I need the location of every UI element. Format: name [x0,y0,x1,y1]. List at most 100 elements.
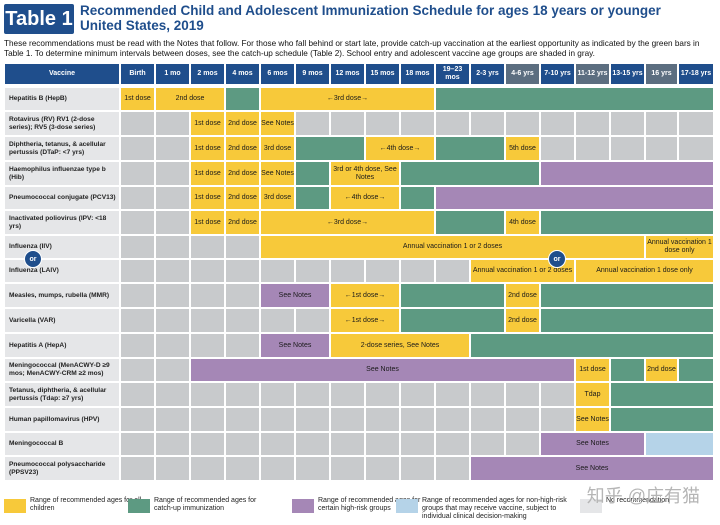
schedule-bar [540,161,714,186]
watermark: 知乎 @庄有猫 [586,486,700,506]
empty-cell [330,407,365,432]
empty-cell [610,111,645,136]
column-header: 7-10 yrs [540,63,575,85]
schedule-bar [435,186,714,210]
table-badge: Table 1 [4,4,74,34]
schedule-bar [295,136,365,161]
vaccine-name: Varicella (VAR) [4,308,120,333]
schedule-bar [400,308,505,333]
empty-cell [120,136,155,161]
empty-cell [295,382,330,407]
empty-cell [365,456,400,481]
schedule-bar: 1st dose [120,87,155,111]
schedule-bar: Tdap [575,382,610,407]
schedule-bar: 3rd or 4th dose, See Notes [330,161,400,186]
empty-cell [400,382,435,407]
empty-cell [610,136,645,161]
empty-cell [330,432,365,456]
column-header: 9 mos [295,63,330,85]
legend-swatch [4,499,26,513]
column-header: 4-6 yrs [505,63,540,85]
empty-cell [295,432,330,456]
vaccine-name: Pneumococcal conjugate (PCV13) [4,186,120,210]
empty-cell [225,456,260,481]
schedule-bar: 4th dose [505,210,540,235]
empty-cell [190,333,225,358]
empty-cell [678,111,714,136]
vaccine-name: Hepatitis A (HepA) [4,333,120,358]
empty-cell [365,407,400,432]
empty-cell [155,283,190,308]
column-header: 4 mos [225,63,260,85]
or-marker: or [548,250,566,268]
column-header: Birth [120,63,155,85]
empty-cell [678,136,714,161]
schedule-bar: Annual vaccination 1 dose only [645,235,714,259]
empty-cell [260,308,295,333]
vaccine-name: Tetanus, diphtheria, & acellular pertuss… [4,382,120,407]
empty-cell [190,382,225,407]
schedule-bar [645,432,714,456]
schedule-bar: 2nd dose [645,358,678,382]
page-title: Recommended Child and Adolescent Immuniz… [80,3,661,33]
legend-text: No recommendation [606,497,670,504]
empty-cell [120,333,155,358]
empty-cell [260,259,295,283]
empty-cell [225,235,260,259]
schedule-bar: 3rd dose [260,136,295,161]
vaccine-name: Meningococcal (MenACWY-D ≥9 mos; MenACWY… [4,358,120,382]
schedule-bar: 2nd dose [225,161,260,186]
empty-cell [400,456,435,481]
schedule-bar: 1st dose [190,210,225,235]
column-header: 11-12 yrs [575,63,610,85]
schedule-bar: 3rd dose [260,186,295,210]
schedule-bar [610,407,714,432]
schedule-bar: 2nd dose [225,111,260,136]
schedule-bar [435,136,505,161]
vaccine-name: Influenza (IIV) [4,235,120,259]
empty-cell [540,407,575,432]
empty-cell [365,382,400,407]
vaccine-name: Meningococcal B [4,432,120,456]
schedule-bar: 2nd dose [225,186,260,210]
column-header: 2 mos [190,63,225,85]
schedule-bar [540,210,714,235]
empty-cell [190,283,225,308]
legend-swatch [128,499,150,513]
empty-cell [155,333,190,358]
empty-cell [435,432,470,456]
empty-cell [365,432,400,456]
empty-cell [260,432,295,456]
empty-cell [225,382,260,407]
empty-cell [575,111,610,136]
vaccine-name: Diphtheria, tetanus, & acellular pertuss… [4,136,120,161]
empty-cell [120,382,155,407]
empty-cell [225,283,260,308]
schedule-bar: 2nd dose [505,283,540,308]
schedule-bar: 2nd dose [225,210,260,235]
schedule-bar [400,186,435,210]
empty-cell [400,111,435,136]
empty-cell [190,308,225,333]
empty-cell [225,259,260,283]
empty-cell [225,407,260,432]
empty-cell [155,382,190,407]
schedule-bar: See Notes [575,407,610,432]
empty-cell [470,407,505,432]
schedule-bar: 5th dose [505,136,540,161]
empty-cell [645,111,678,136]
schedule-bar: ←4th dose→ [330,186,400,210]
legend-text: Range of recommended ages for non-high-r… [422,497,567,520]
empty-cell [155,407,190,432]
schedule-bar [295,186,330,210]
schedule-bar: 2nd dose [505,308,540,333]
empty-cell [470,382,505,407]
empty-cell [540,382,575,407]
empty-cell [155,358,190,382]
legend-swatch [580,499,602,513]
intro-text: These recommendations must be read with … [4,39,700,58]
column-header: 17-18 yrs [678,63,714,85]
schedule-bar: 1st dose [190,136,225,161]
schedule-bar [610,382,714,407]
empty-cell [225,308,260,333]
